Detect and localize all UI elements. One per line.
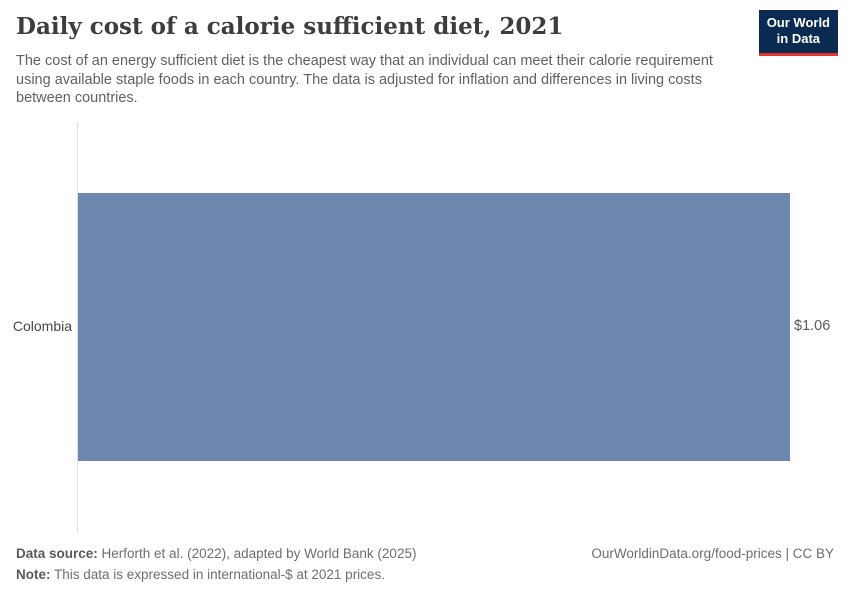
data-source-label: Data source: bbox=[16, 546, 98, 561]
note-text: This data is expressed in international-… bbox=[50, 567, 385, 583]
attribution: OurWorldinData.org/food-prices | CC BY bbox=[591, 546, 834, 561]
owid-logo: Our World in Data bbox=[758, 10, 838, 56]
colombia-bar bbox=[78, 193, 790, 461]
data-source-line: Data source: Herforth et al. (2022), ada… bbox=[16, 543, 834, 564]
note-label: Note: bbox=[16, 567, 51, 583]
note-line: Note: This data is expressed in internat… bbox=[16, 564, 834, 585]
owid-logo-line1: Our World bbox=[766, 15, 830, 30]
chart-subtitle: The cost of an energy sufficient diet is… bbox=[16, 53, 713, 107]
value-label-colombia: $1.06 bbox=[794, 318, 831, 334]
y-axis-line bbox=[77, 122, 78, 533]
data-source-text: Herforth et al. (2022), adapted by World… bbox=[97, 546, 417, 561]
entity-label-colombia: Colombia bbox=[12, 318, 72, 334]
plot-area bbox=[78, 193, 790, 461]
owid-logo-line2: in Data bbox=[776, 31, 821, 47]
footer: Data source: Herforth et al. (2022), ada… bbox=[16, 543, 834, 586]
page-title: Daily cost of a calorie sufficient diet,… bbox=[16, 13, 564, 40]
